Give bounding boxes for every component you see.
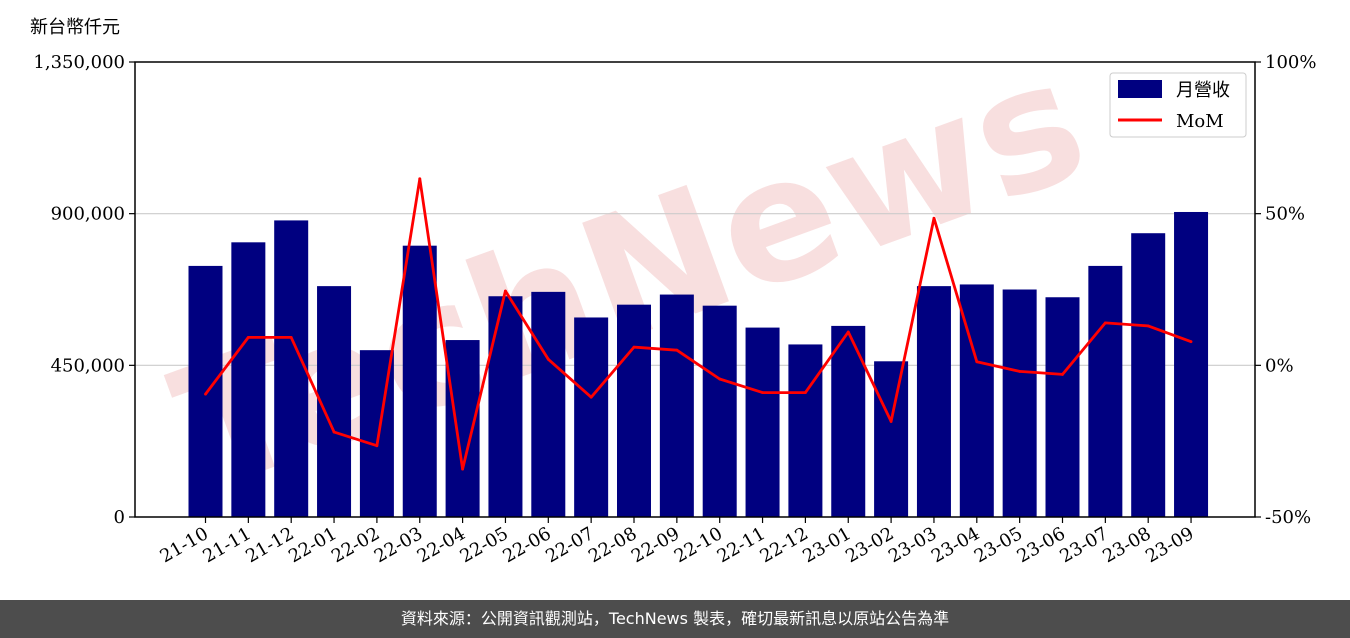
y-left-tick-label: 450,000 bbox=[51, 355, 125, 376]
mom-point bbox=[246, 336, 250, 339]
y-right-tick-label: -50% bbox=[1265, 507, 1311, 528]
x-tick-label: 23-06 bbox=[1014, 523, 1069, 567]
revenue-bar bbox=[1174, 211, 1209, 517]
legend-bar-swatch bbox=[1118, 80, 1162, 98]
y-left-tick-label: 1,350,000 bbox=[33, 52, 125, 73]
mom-point bbox=[504, 289, 507, 293]
mom-point bbox=[289, 336, 293, 339]
x-tick-label: 22-05 bbox=[457, 523, 512, 567]
mom-point bbox=[1061, 373, 1064, 376]
mom-point bbox=[546, 357, 550, 361]
x-tick-label: 23-08 bbox=[1099, 523, 1154, 567]
revenue-bar bbox=[617, 304, 651, 517]
y-axis-unit-label: 新台幣仟元 bbox=[30, 17, 120, 38]
legend-label-revenue: 月營收 bbox=[1176, 80, 1230, 101]
x-tick-label: 22-12 bbox=[756, 523, 811, 567]
x-tick-label: 22-07 bbox=[542, 523, 597, 567]
mom-point bbox=[932, 216, 936, 220]
x-tick-label: 21-11 bbox=[199, 523, 254, 567]
mom-line bbox=[204, 177, 1192, 471]
mom-point bbox=[718, 377, 722, 381]
x-tick-label: 22-08 bbox=[585, 523, 640, 567]
revenue-bar bbox=[274, 220, 309, 517]
revenue-bar bbox=[702, 305, 737, 517]
revenue-bar bbox=[488, 296, 523, 517]
revenue-bar bbox=[916, 286, 951, 517]
mom-point bbox=[204, 392, 207, 396]
revenue-bar bbox=[445, 340, 480, 517]
x-tick-label: 22-09 bbox=[628, 523, 683, 567]
plot-frame bbox=[134, 61, 1256, 518]
x-tick-label: 21-10 bbox=[157, 523, 212, 567]
x-tick-label: 23-07 bbox=[1056, 523, 1111, 567]
y-right-tick-label: 50% bbox=[1265, 204, 1305, 225]
x-tick-label: 23-02 bbox=[842, 523, 897, 567]
revenue-bar bbox=[1088, 265, 1123, 517]
mom-point bbox=[632, 345, 636, 349]
revenue-bar bbox=[231, 242, 266, 517]
x-tick-label: 23-05 bbox=[971, 523, 1026, 567]
mom-point bbox=[1103, 321, 1107, 325]
x-tick-label: 23-04 bbox=[928, 523, 983, 567]
mom-point bbox=[1146, 324, 1150, 328]
y-left-tick-label: 900,000 bbox=[51, 204, 125, 225]
mom-point bbox=[846, 330, 850, 334]
x-tick-label: 23-03 bbox=[885, 523, 940, 567]
y-left-tick-label: 0 bbox=[114, 507, 125, 528]
mom-point bbox=[418, 177, 422, 181]
mom-point bbox=[761, 391, 764, 395]
mom-point bbox=[1018, 370, 1022, 373]
mom-point bbox=[375, 444, 379, 448]
revenue-bars bbox=[188, 211, 1209, 517]
x-tick-label: 22-04 bbox=[414, 523, 469, 567]
mom-point bbox=[675, 348, 679, 352]
mom-point bbox=[1189, 340, 1193, 344]
mom-point bbox=[804, 391, 807, 395]
x-tick-label: 22-01 bbox=[285, 523, 340, 567]
revenue-bar bbox=[188, 265, 223, 517]
revenue-bar bbox=[1045, 297, 1080, 517]
revenue-bar bbox=[1131, 233, 1166, 517]
revenue-bar bbox=[1002, 289, 1037, 517]
x-tick-label: 23-09 bbox=[1142, 523, 1197, 567]
mom-point bbox=[889, 420, 893, 423]
x-tick-label: 22-11 bbox=[714, 523, 769, 567]
x-tick-label: 22-03 bbox=[371, 523, 426, 567]
x-tick-label: 22-02 bbox=[328, 523, 383, 567]
revenue-bar bbox=[745, 327, 780, 517]
x-tick-label: 22-10 bbox=[671, 523, 726, 567]
revenue-bar bbox=[659, 294, 694, 517]
mom-point bbox=[975, 360, 979, 364]
mom-line-layer bbox=[204, 177, 1193, 471]
source-footer: 資料來源：公開資訊觀測站，TechNews 製表，確切最新訊息以原站公告為準 bbox=[0, 600, 1350, 638]
chart: TechNews 新台幣仟元 0450,000900,0001,350,000-… bbox=[30, 17, 1316, 567]
mom-point bbox=[461, 467, 464, 471]
revenue-bar bbox=[531, 291, 566, 517]
mom-point bbox=[332, 430, 336, 434]
revenue-bar bbox=[402, 245, 437, 517]
revenue-bar bbox=[317, 286, 352, 517]
revenue-bar bbox=[874, 361, 909, 517]
x-tick-label: 22-06 bbox=[499, 523, 554, 567]
y-right-tick-label: 0% bbox=[1265, 355, 1294, 376]
revenue-bar bbox=[574, 317, 609, 517]
x-tick-label: 23-01 bbox=[799, 523, 854, 567]
revenue-bar bbox=[788, 344, 823, 517]
y-right-tick-label: 100% bbox=[1265, 52, 1316, 73]
legend: 月營收 MoM bbox=[1109, 72, 1247, 138]
x-tick-label: 21-12 bbox=[242, 523, 297, 567]
legend-label-mom: MoM bbox=[1176, 111, 1224, 132]
mom-point bbox=[589, 395, 593, 399]
